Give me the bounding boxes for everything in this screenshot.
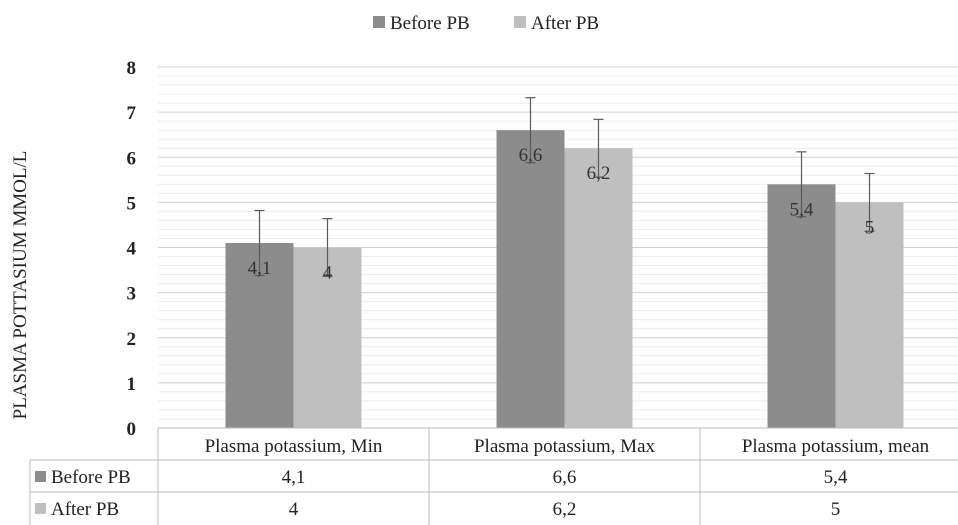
- bar: [564, 148, 633, 428]
- y-tick-label: 2: [127, 329, 137, 350]
- legend-label: After PB: [531, 13, 599, 34]
- bar: [293, 247, 362, 428]
- error-bar: [525, 97, 536, 164]
- table-cell: 5,4: [824, 467, 848, 488]
- data-label: 6,6: [519, 145, 543, 166]
- data-table: Plasma potassium, Min Plasma potassium, M…: [29, 427, 958, 525]
- legend: Before PB After PB: [373, 13, 599, 34]
- legend-swatch: [514, 16, 526, 28]
- y-axis-ticks: 0 1 2 3 4 5 6 7 8: [127, 58, 137, 440]
- table-cell: 6,2: [553, 499, 577, 520]
- y-tick-label: 0: [127, 419, 137, 440]
- y-tick-label: 1: [127, 374, 137, 395]
- bar: [767, 184, 836, 428]
- error-bar: [254, 209, 265, 277]
- y-axis-label: PLASMA POTTASIUM MMOL/L: [10, 151, 31, 420]
- y-tick-label: 6: [127, 148, 137, 169]
- legend-swatch: [373, 16, 385, 28]
- data-labels: 4,1 4 6,6 6,2 5,4 5: [248, 145, 875, 283]
- data-label: 4,1: [248, 258, 272, 279]
- bar: [496, 130, 565, 429]
- data-label: 6,2: [587, 163, 611, 184]
- category-label: Plasma potassium, mean: [742, 436, 930, 457]
- y-tick-label: 8: [127, 58, 137, 79]
- table-legend-swatch: [35, 503, 46, 514]
- error-bar: [322, 218, 333, 277]
- table-legend-swatch: [35, 471, 46, 482]
- table-cell: 4,1: [282, 467, 306, 488]
- legend-label: Before PB: [390, 13, 470, 34]
- y-tick-label: 4: [127, 239, 137, 260]
- bar: [835, 202, 904, 428]
- y-tick-label: 3: [127, 284, 137, 305]
- category-label: Plasma potassium, Min: [205, 436, 383, 457]
- error-bar: [864, 172, 875, 232]
- table-row-label: After PB: [51, 499, 119, 520]
- table-cell: 5: [831, 499, 841, 520]
- data-label: 5: [865, 217, 875, 238]
- table-cell: 4: [289, 499, 299, 520]
- error-bar: [593, 118, 604, 178]
- error-bar: [796, 151, 807, 218]
- table-row-label: Before PB: [51, 467, 131, 488]
- y-tick-label: 5: [127, 193, 137, 214]
- data-label: 5,4: [790, 199, 814, 220]
- table-cell: 6,6: [553, 467, 577, 488]
- category-label: Plasma potassium, Max: [474, 436, 656, 457]
- error-bars: [254, 97, 875, 277]
- y-tick-label: 7: [127, 103, 137, 124]
- data-label: 4: [323, 263, 333, 284]
- bars: [225, 130, 904, 429]
